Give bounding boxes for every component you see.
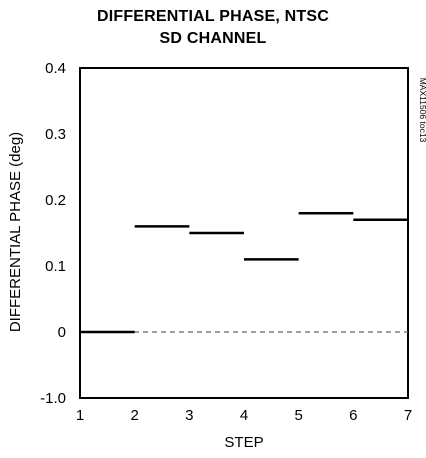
x-tick-label: 5: [294, 407, 302, 424]
chart-title: DIFFERENTIAL PHASE, NTSC: [96, 8, 330, 25]
figure-code: MAX11506 toc13: [418, 78, 426, 143]
y-tick-label: 0: [58, 324, 66, 341]
x-tick-label: 7: [404, 407, 412, 424]
x-axis-title: STEP: [224, 434, 263, 451]
y-tick-label: 0.1: [45, 258, 66, 275]
x-tick-label: 3: [185, 407, 193, 424]
y-axis-title: DIFFERENTIAL PHASE (deg): [7, 132, 24, 332]
y-tick-label: -1.0: [40, 390, 66, 407]
x-tick-label: 6: [349, 407, 357, 424]
chart-subtitle: SD CHANNEL: [159, 30, 267, 47]
x-tick-label: 1: [76, 407, 84, 424]
x-tick-label: 4: [240, 407, 248, 424]
y-tick-label: 0.2: [45, 192, 66, 209]
y-tick-label: 0.3: [45, 126, 66, 143]
y-tick-label: 0.4: [45, 60, 66, 77]
x-tick-label: 2: [130, 407, 138, 424]
plot-frame: [79, 67, 409, 399]
